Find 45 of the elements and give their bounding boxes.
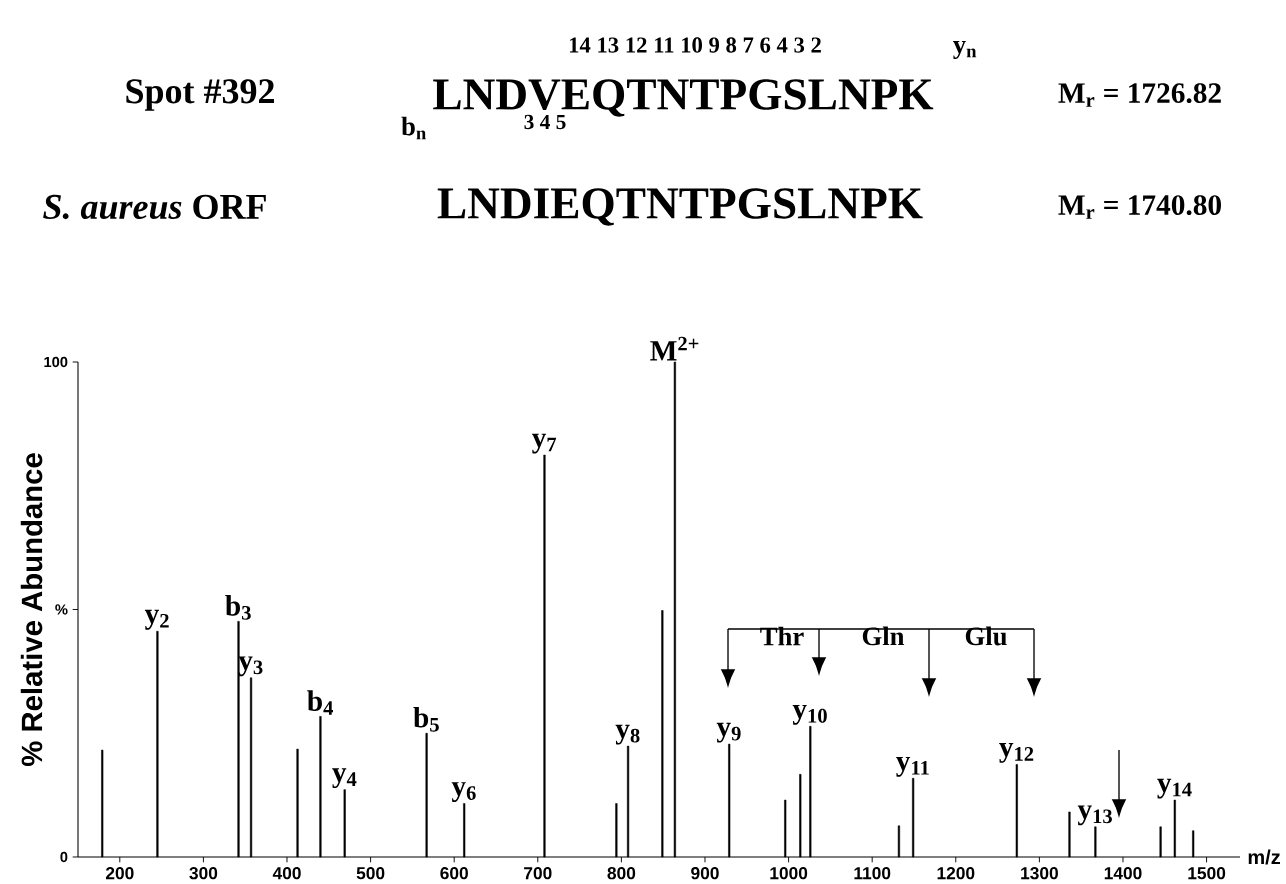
- annotation: M$^{2+}$: [650, 336, 699, 361]
- text: M$_{r}$ = 1740.80: [1058, 195, 1221, 219]
- annotation: y$_{9}$: [716, 722, 741, 743]
- annotation: y$_{11}$: [896, 756, 929, 777]
- x-tick-label: 1500: [1188, 867, 1226, 880]
- x-tick-label: 1400: [1104, 867, 1142, 880]
- x-tick-label: 300: [189, 867, 218, 880]
- x-tick-label: 500: [356, 867, 385, 880]
- text: 14 13 12 11 10 9 8 7 6 4 3 2: [569, 37, 821, 53]
- y-tick-label: 0: [60, 851, 68, 863]
- x-axis-title: m/z: [1248, 849, 1280, 865]
- x-tick-label: 700: [524, 867, 552, 880]
- x-tick-label: 200: [105, 867, 134, 880]
- annotation: Gln: [862, 626, 905, 646]
- annotation: b$_{4}$: [307, 690, 334, 715]
- x-tick-label: 1000: [770, 867, 808, 880]
- text: b$_{n}$: [401, 116, 426, 140]
- x-tick-label: 1100: [854, 867, 891, 880]
- annotation: y$_{8}$: [615, 724, 640, 745]
- x-tick-label: 900: [691, 867, 719, 880]
- annotation: y$_{10}$: [792, 704, 827, 725]
- annotation: y$_{13}$: [1077, 805, 1112, 826]
- x-tick-label: 600: [440, 867, 468, 880]
- y-axis-title: % Relative Abundance: [20, 453, 43, 767]
- annotation: Glu: [965, 626, 1007, 646]
- text: LNDIEQTNTPGSLNPK: [437, 188, 923, 226]
- text: Spot #392: [126, 79, 274, 111]
- x-tick-label: 1300: [1021, 867, 1058, 880]
- annotation: b$_{5}$: [413, 706, 439, 732]
- annotation: y$_{4}$: [332, 768, 357, 789]
- x-tick-label: 400: [272, 867, 301, 880]
- annotation: y$_{14}$: [1157, 778, 1192, 799]
- annotation: Thr: [760, 626, 804, 646]
- annotation: y$_{7}$: [531, 433, 557, 454]
- y-tick-label: %: [55, 604, 68, 615]
- annotation: b$_{3}$: [225, 595, 251, 620]
- annotation: y$_{6}$: [451, 782, 476, 802]
- text: y$_{n}$: [953, 40, 977, 59]
- text: S. aureus ORF: [43, 194, 266, 220]
- x-tick-label: 800: [607, 867, 636, 880]
- annotation: y$_{2}$: [144, 609, 169, 630]
- annotation: y$_{12}$: [999, 743, 1034, 763]
- text: M$_{r}$ = 1726.82: [1058, 83, 1221, 107]
- x-tick-label: 1200: [937, 867, 975, 880]
- y-tick-label: 100: [44, 356, 68, 368]
